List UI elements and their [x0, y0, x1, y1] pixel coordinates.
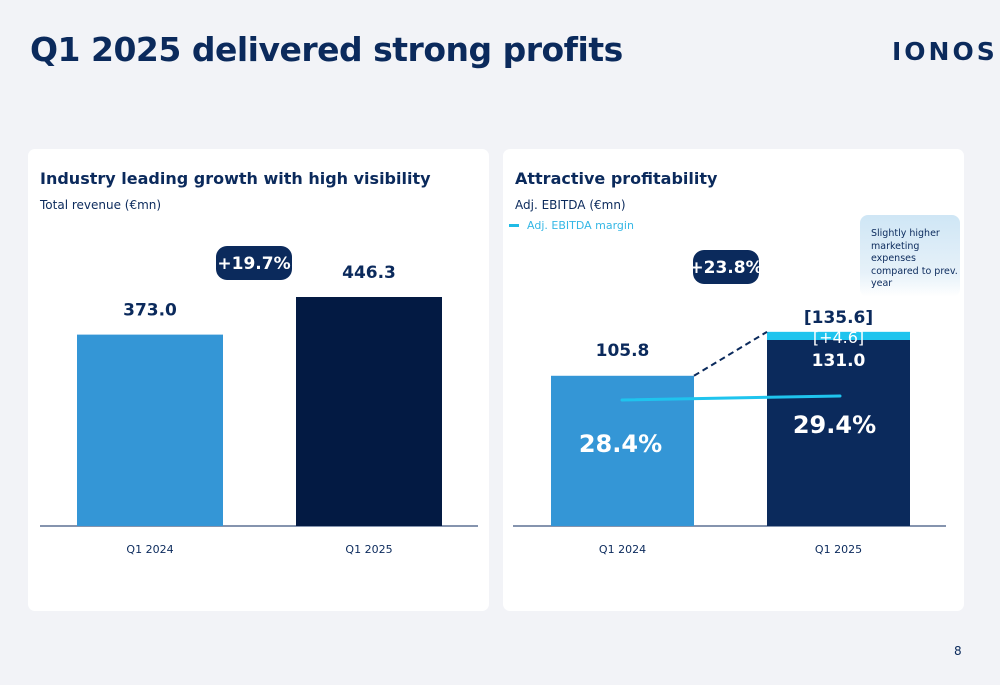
ebitda-margin-label: 28.4% [579, 430, 662, 458]
ebitda-value-label: 105.8 [596, 341, 650, 361]
ebitda-increment-label: [+4.6] [813, 328, 864, 347]
ebitda-category-label: Q1 2024 [599, 543, 646, 556]
revenue-growth-label: +19.7% [217, 254, 290, 274]
ebitda-bar-q1-2025 [767, 340, 910, 526]
revenue-value-label: 373.0 [123, 301, 177, 321]
ionos-logo: IONOS [892, 37, 998, 66]
revenue-category-label: Q1 2025 [345, 543, 392, 556]
revenue-panel-title: Industry leading growth with high visibi… [40, 169, 431, 188]
revenue-value-label: 446.3 [342, 263, 396, 283]
ebitda-increment-bar [767, 331, 910, 340]
ebitda-panel-subtitle: Adj. EBITDA (€mn) [515, 198, 626, 212]
ebitda-dashed-connector [693, 330, 768, 377]
margin-legend-swatch [509, 224, 519, 227]
ebitda-margin-line [620, 394, 842, 402]
page-title: Q1 2025 delivered strong profits [30, 30, 623, 69]
callout-text: Slightly higher marketing expenses compa… [871, 228, 958, 289]
ebitda-margin-label: 29.4% [793, 411, 876, 439]
ebitda-category-label: Q1 2025 [815, 543, 862, 556]
ebitda-panel-title: Attractive profitability [515, 169, 718, 188]
revenue-bar-q1-2024 [77, 334, 223, 526]
revenue-category-label: Q1 2024 [126, 543, 173, 556]
ebitda-value-label: 131.0 [812, 351, 866, 371]
margin-legend-label: Adj. EBITDA margin [527, 219, 634, 232]
ebitda-growth-label: +23.8% [689, 258, 762, 278]
ebitda-growth-badge [693, 250, 759, 284]
revenue-bar-q1-2025 [296, 297, 442, 526]
revenue-panel-subtitle: Total revenue (€mn) [40, 198, 162, 212]
page-number: 8 [954, 644, 962, 658]
ebitda-total-label: [135.6] [804, 308, 873, 328]
revenue-growth-badge [216, 246, 292, 280]
margin-legend: Adj. EBITDA margin [509, 219, 634, 232]
marketing-callout: Slightly higher marketing expenses compa… [860, 215, 960, 297]
